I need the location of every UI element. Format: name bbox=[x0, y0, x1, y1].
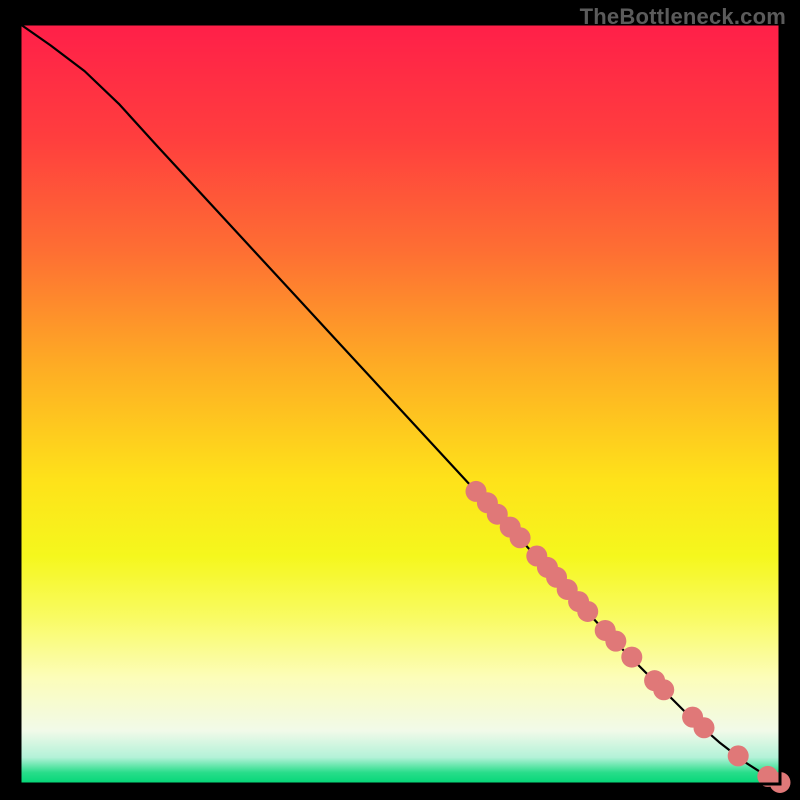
data-point bbox=[577, 601, 598, 622]
data-point bbox=[694, 717, 715, 738]
plot-background bbox=[20, 24, 780, 784]
attribution-label: TheBottleneck.com bbox=[580, 4, 786, 30]
data-point bbox=[605, 631, 626, 652]
chart-svg bbox=[0, 0, 800, 800]
data-point bbox=[728, 745, 749, 766]
chart-container: { "attribution": { "text": "TheBottlenec… bbox=[0, 0, 800, 800]
data-point bbox=[653, 679, 674, 700]
data-point bbox=[510, 527, 531, 548]
data-point bbox=[621, 647, 642, 668]
